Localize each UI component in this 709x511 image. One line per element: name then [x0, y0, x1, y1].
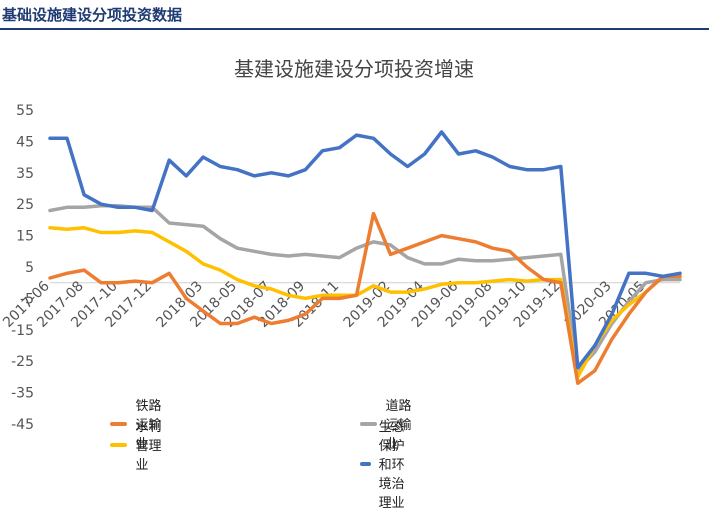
page-title: 基础设施建设分项投资数据	[2, 6, 183, 24]
y-tick-label: 15	[16, 229, 34, 245]
legend-item-eco: 生态保护和环境治理业	[360, 416, 417, 511]
y-tick-label: -45	[11, 417, 34, 433]
y-tick-label: 5	[25, 260, 34, 276]
line-chart: 基建设施建设分项投资增速 -45 -35 -25 -15 -5 5 15 25 35 45 55 2…	[0, 57, 682, 433]
header-divider	[0, 28, 709, 30]
y-tick-label: 45	[16, 134, 34, 150]
legend-item-road: 道路运输业	[360, 395, 417, 452]
y-tick-label: 55	[16, 103, 34, 119]
legend-item-railway: 铁路运输业	[110, 395, 167, 452]
legend-label-road: 道路运输业	[385, 399, 412, 452]
y-tick-label: -15	[11, 323, 34, 339]
legend-label-water: 水利管理业	[135, 420, 162, 473]
chart-title: 基建设施建设分项投资增速	[234, 57, 474, 81]
legend-swatch-railway	[110, 421, 128, 426]
legend-item-water: 水利管理业	[110, 416, 167, 473]
legend-label-railway: 铁路运输业	[135, 399, 162, 452]
legend-swatch-water	[110, 442, 128, 447]
y-tick-label: -35	[11, 386, 34, 402]
series-group	[48, 130, 682, 385]
series-line-railway	[48, 211, 682, 385]
legend-swatch-eco	[360, 461, 371, 466]
y-tick-label: 25	[16, 197, 34, 213]
y-tick-label: -25	[11, 354, 34, 370]
series-line-eco	[48, 130, 682, 370]
y-tick-label: -5	[20, 291, 34, 307]
legend-swatch-road	[360, 421, 378, 426]
x-axis: 2017-062017-082017-102017-122018-032018-…	[0, 278, 649, 331]
y-tick-label: 35	[16, 166, 34, 182]
legend-label-eco: 生态保护和环境治理业	[378, 420, 405, 511]
page-header: 基础设施建设分项投资数据	[0, 0, 709, 30]
